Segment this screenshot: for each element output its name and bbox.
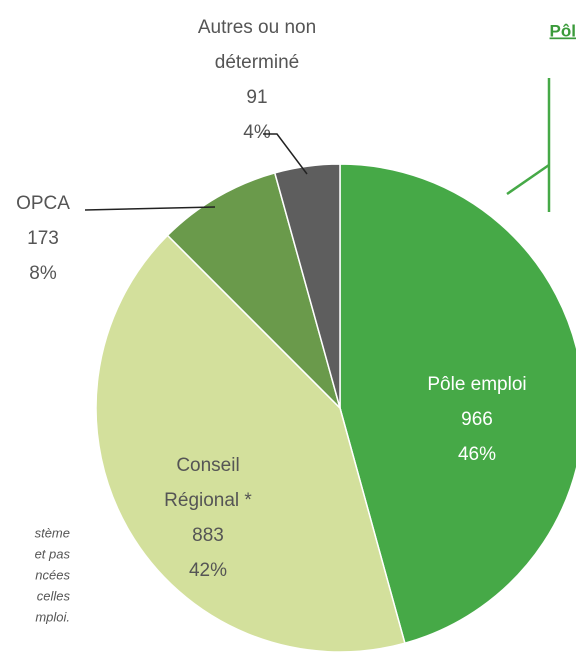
note-line: celles [37,588,71,603]
slice-percent: 8% [29,263,57,284]
slice-percent: 42% [189,560,227,581]
leader-line [263,133,308,175]
bracket [506,78,551,212]
slice-percent: 4% [243,122,271,143]
leader-line [84,206,216,211]
slice-percent: 46% [458,444,496,465]
note-line: ncées [35,567,70,582]
slice-label: Pôle emploi [427,374,526,395]
slice-value: 966 [461,409,493,430]
pie-slice [339,163,576,645]
slice-label: Autres ou non [198,17,316,38]
pie-slice [95,234,406,653]
pie-slice [273,163,341,409]
note-line: mploi. [35,609,70,624]
slice-label: déterminé [215,52,300,73]
note-line: et pas [35,546,71,561]
slice-value: 91 [246,87,267,108]
note-line: stème [35,525,70,540]
slice-value: 173 [27,228,59,249]
pie-slice [166,171,342,411]
slice-label: Conseil [176,455,239,476]
heading: Pôl [550,21,576,40]
slice-value: 883 [192,525,224,546]
slice-label: OPCA [16,193,70,214]
slice-label: Régional * [164,490,252,511]
